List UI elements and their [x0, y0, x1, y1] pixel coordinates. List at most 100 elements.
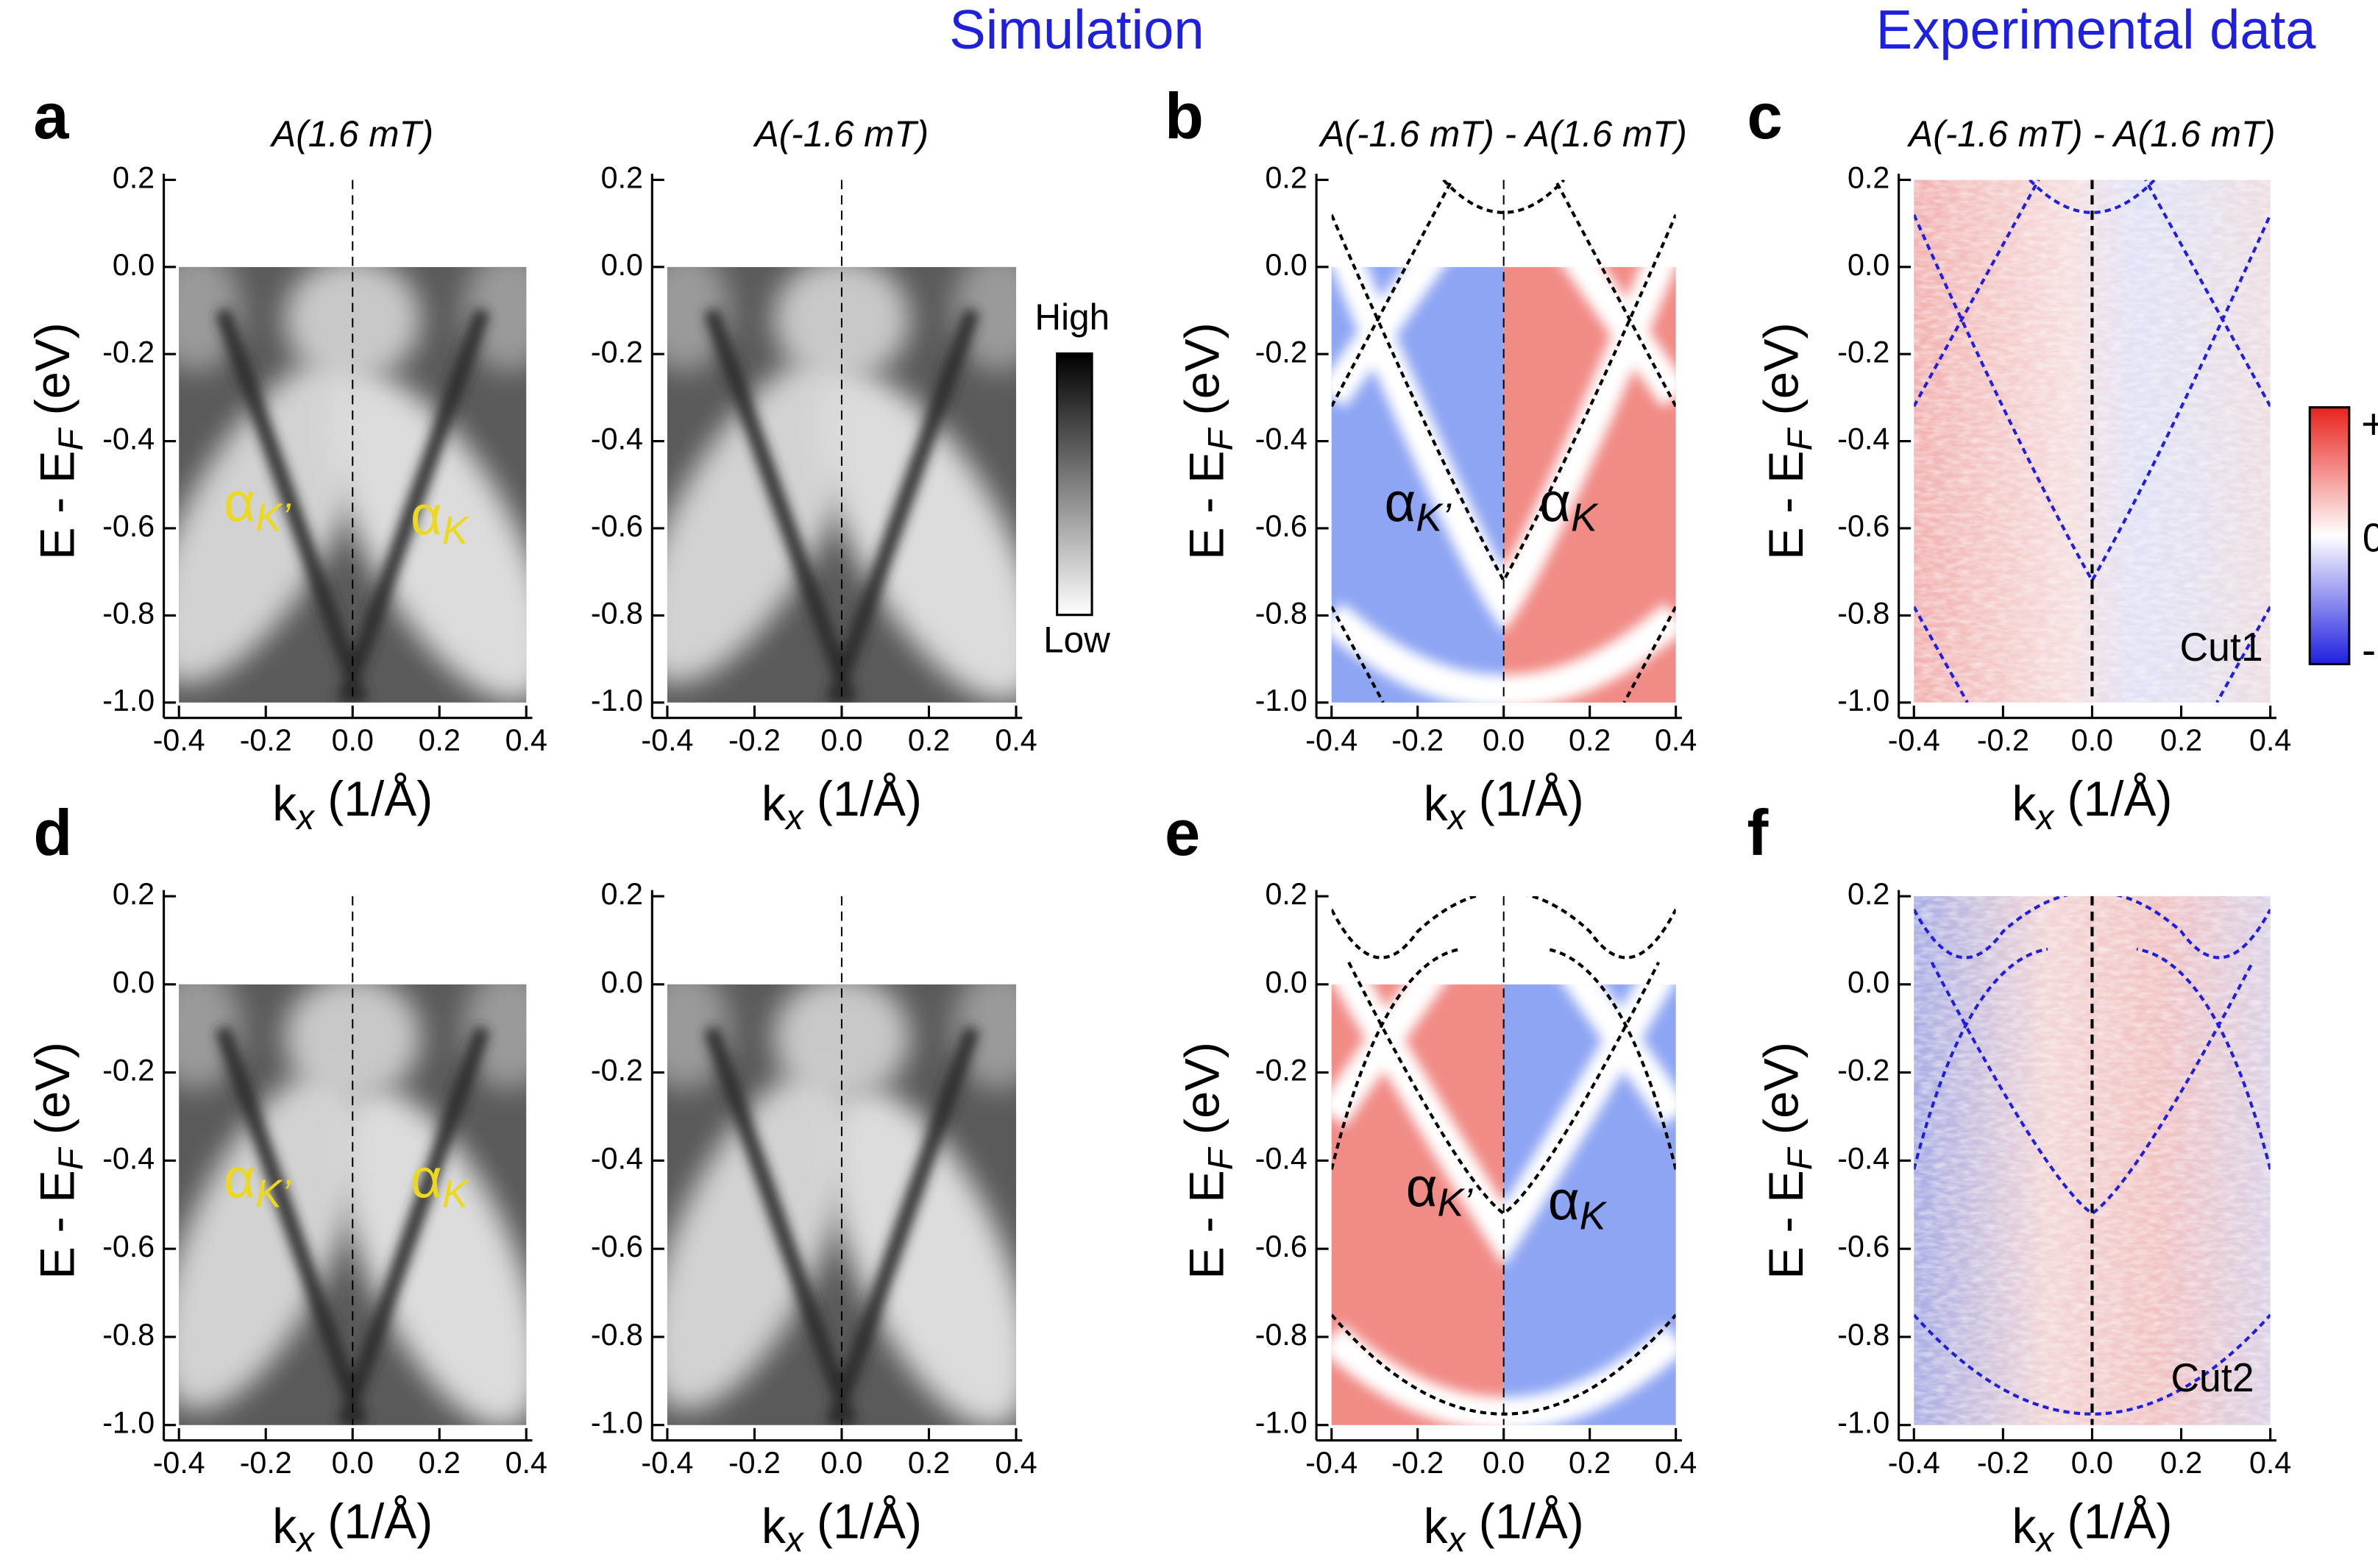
- x-axis-title: kx (1/Å): [1424, 772, 1584, 837]
- x-axis-title: kx (1/Å): [762, 772, 922, 837]
- annotation-sub: K: [442, 508, 470, 553]
- annotation-part: Cut1: [2179, 625, 2262, 670]
- y-axis-title-sub: F: [1781, 1146, 1820, 1170]
- annotation-part: α: [411, 1147, 442, 1210]
- panel-label: e: [1165, 797, 1200, 869]
- heatmap: [667, 266, 1017, 703]
- y-axis-title-part: E - E: [1759, 450, 1813, 560]
- colorbar-label: High: [1034, 296, 1110, 337]
- annotation-part: α: [411, 484, 442, 547]
- x-tick-label: 0.4: [505, 1445, 547, 1480]
- panel-title: A(-1.6 mT): [753, 113, 929, 155]
- heatmap-blob: [328, 373, 527, 701]
- y-tick-label: -0.6: [1255, 508, 1307, 543]
- annotation-part: α: [1406, 1156, 1438, 1218]
- y-tick-label: 0.0: [113, 965, 155, 999]
- y-tick-label: -1.0: [1255, 1405, 1307, 1439]
- y-tick-label: 0.2: [601, 876, 643, 911]
- x-tick-label: -0.4: [153, 1445, 205, 1480]
- x-axis-title: kx (1/Å): [272, 1494, 433, 1559]
- x-axis-title-sub: x: [2034, 1520, 2055, 1559]
- annotation: αK’: [1406, 1156, 1473, 1225]
- y-tick-label: -0.6: [102, 1229, 155, 1263]
- x-tick-label: -0.4: [1305, 723, 1357, 757]
- heatmap-blob: [179, 984, 242, 1090]
- annotation-part: α: [224, 1147, 255, 1210]
- x-tick-label: -0.2: [1977, 723, 2029, 757]
- y-axis-title: E - EF (eV): [1175, 322, 1240, 560]
- y-axis-title-part: (eV): [1755, 322, 1809, 429]
- x-axis-title-part: (1/Å): [1465, 1494, 1583, 1548]
- y-tick-label: -0.4: [591, 1140, 643, 1175]
- y-tick-label: -0.4: [591, 421, 643, 455]
- annotation: αK’: [224, 1147, 291, 1216]
- y-axis-title: E - EF (eV): [26, 1042, 90, 1280]
- x-axis-title-sub: x: [784, 798, 805, 837]
- x-axis-title: kx (1/Å): [2012, 772, 2172, 837]
- overlay: [1331, 180, 1676, 703]
- x-axis-title-sub: x: [1447, 1520, 1467, 1559]
- y-tick-label: -0.2: [591, 334, 643, 369]
- colorbar-label: Low: [1043, 619, 1111, 660]
- y-tick-label: -0.4: [1837, 421, 1889, 455]
- y-tick-label: -0.2: [102, 334, 155, 369]
- annotation-part: α: [1385, 471, 1416, 533]
- x-axis-title-part: k: [1424, 1499, 1449, 1553]
- x-tick-label: 0.0: [820, 1445, 862, 1480]
- y-tick-label: 0.2: [113, 160, 155, 194]
- y-tick-label: 0.0: [1848, 965, 1889, 999]
- panel-title: A(1.6 mT): [269, 113, 433, 155]
- x-tick-label: 0.0: [2071, 1445, 2113, 1480]
- y-tick-label: -0.6: [1837, 508, 1889, 543]
- x-tick-label: 0.0: [1483, 723, 1525, 757]
- annotation-sub: K’: [255, 1171, 291, 1216]
- x-axis-title-part: k: [762, 1499, 787, 1553]
- heatmap-band: [703, 1026, 980, 1425]
- x-axis-title-part: k: [1424, 776, 1449, 831]
- x-axis-title: kx (1/Å): [2012, 1494, 2172, 1559]
- y-tick-label: 0.2: [601, 160, 643, 194]
- y-tick-label: -0.8: [102, 1317, 155, 1352]
- annotation-part: α: [1548, 1169, 1580, 1232]
- y-axis-title: E - EF (eV): [1175, 1042, 1240, 1280]
- y-tick-label: -0.8: [1255, 595, 1307, 630]
- annotation-sub: K’: [255, 495, 291, 539]
- annotation: αK: [1548, 1169, 1608, 1238]
- colorbar: [1056, 352, 1093, 617]
- x-axis-title-part: k: [272, 776, 297, 831]
- annotation-part: α: [1539, 471, 1571, 533]
- x-tick-label: -0.2: [728, 723, 781, 757]
- x-tick-label: -0.4: [641, 723, 693, 757]
- annotation: αK: [411, 1147, 470, 1216]
- panel-label: c: [1747, 81, 1783, 153]
- colorbar-label: -: [2362, 626, 2376, 674]
- overlay: [1914, 896, 2271, 1425]
- y-tick-label: -1.0: [591, 1405, 643, 1439]
- y-tick-label: -0.6: [102, 508, 155, 543]
- x-axis-title-part: (1/Å): [2054, 1494, 2172, 1548]
- x-tick-label: 0.2: [1569, 723, 1611, 757]
- x-axis-title-sub: x: [784, 1520, 805, 1559]
- x-axis-title-part: (1/Å): [803, 772, 922, 826]
- y-tick-label: -0.4: [1837, 1140, 1889, 1175]
- x-axis-title-sub: x: [295, 798, 316, 837]
- y-axis-title-sub: F: [52, 1146, 90, 1170]
- x-tick-label: -0.4: [1888, 723, 1940, 757]
- heatmap-blob: [179, 266, 242, 372]
- x-axis-title-part: (1/Å): [2054, 772, 2172, 826]
- y-tick-label: -0.4: [102, 1140, 155, 1175]
- annotation-part: Cut2: [2171, 1356, 2254, 1400]
- heatmap-blob: [179, 1070, 363, 1411]
- y-axis-title: E - EF (eV): [1755, 322, 1820, 560]
- annotation-sub: K: [442, 1171, 470, 1216]
- heatmap-blob: [463, 984, 527, 1090]
- x-tick-label: 0.4: [995, 723, 1037, 757]
- heatmap-band: [215, 308, 490, 703]
- x-axis-title: kx (1/Å): [762, 1494, 922, 1559]
- x-tick-label: 0.4: [995, 1445, 1037, 1480]
- y-axis-title: E - EF (eV): [1755, 1042, 1820, 1280]
- heatmap-blob: [667, 1070, 852, 1411]
- x-tick-label: -0.4: [641, 1445, 693, 1480]
- colorbar: [2308, 406, 2351, 666]
- x-axis-title-part: (1/Å): [314, 1494, 433, 1548]
